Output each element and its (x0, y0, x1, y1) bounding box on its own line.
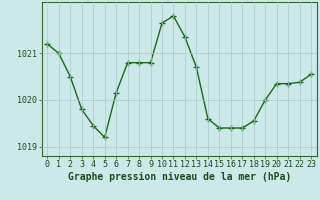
X-axis label: Graphe pression niveau de la mer (hPa): Graphe pression niveau de la mer (hPa) (68, 172, 291, 182)
